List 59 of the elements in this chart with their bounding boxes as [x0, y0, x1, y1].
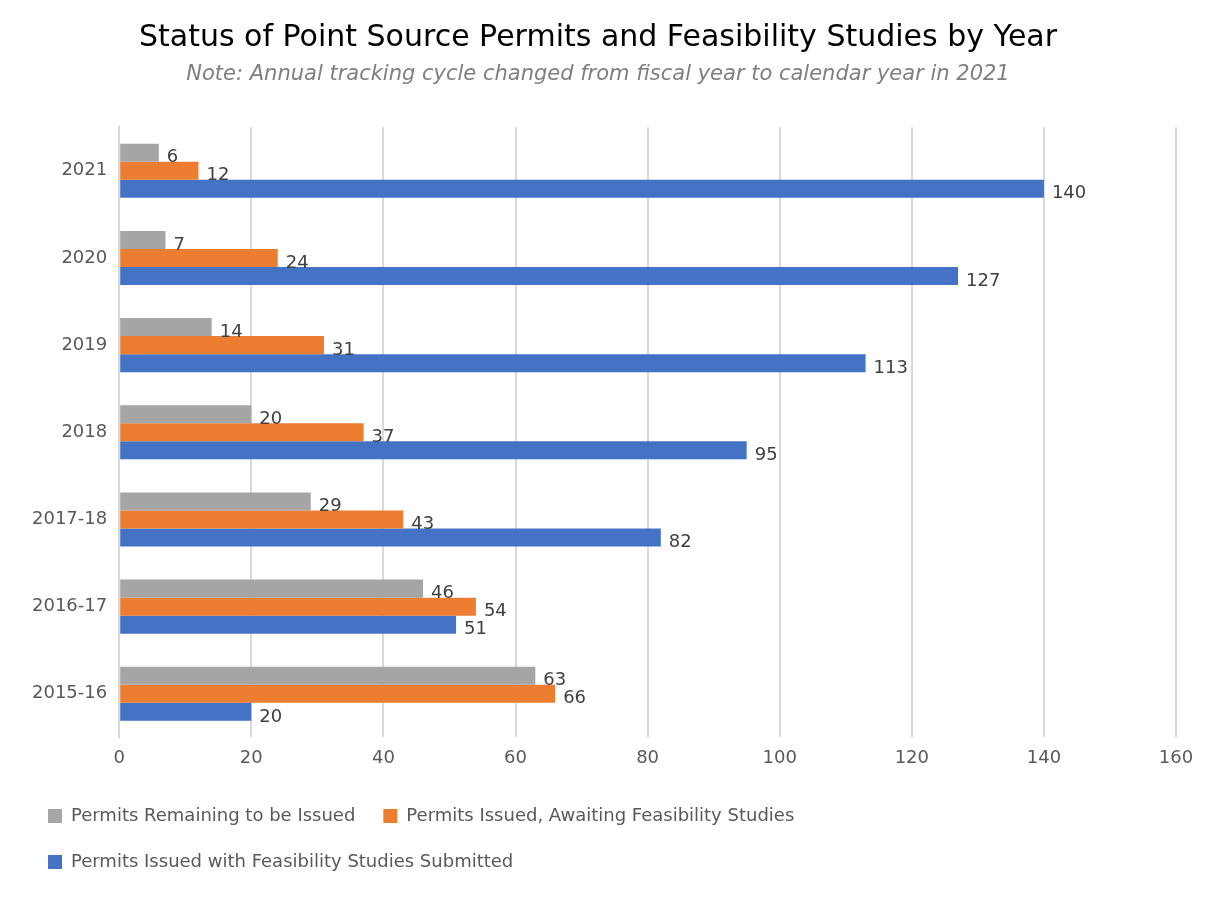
- y-tick-label: 2016-17: [31, 594, 108, 616]
- x-tick-label: 120: [894, 745, 929, 767]
- bar: [120, 702, 252, 721]
- data-label: 24: [285, 250, 309, 272]
- x-tick-label: 80: [636, 745, 660, 767]
- bar: [120, 684, 556, 703]
- data-label: 43: [411, 512, 435, 534]
- data-label: 7: [173, 232, 185, 254]
- bar: [120, 615, 457, 634]
- x-tick-label: 160: [1158, 745, 1194, 767]
- legend-label: Permits Remaining to be Issued: [71, 803, 356, 825]
- data-label: 113: [873, 355, 908, 377]
- data-label: 29: [318, 494, 342, 516]
- bar: [120, 318, 212, 337]
- x-tick-label: 100: [762, 745, 797, 767]
- data-label: 127: [966, 268, 1001, 290]
- x-tick-label: 140: [1026, 745, 1062, 767]
- bar: [120, 266, 959, 285]
- bar: [120, 492, 311, 511]
- data-label: 82: [668, 530, 692, 552]
- y-tick-label: 2018: [61, 419, 108, 441]
- data-label: 37: [371, 424, 395, 446]
- bar: [120, 666, 536, 685]
- bar: [120, 441, 747, 460]
- bar: [120, 510, 404, 529]
- y-tick-label: 2017-18: [31, 507, 108, 529]
- data-label: 20: [259, 406, 283, 428]
- data-label: 6: [166, 145, 179, 167]
- legend-label: Permits Issued, Awaiting Feasibility Studies: [406, 803, 795, 825]
- bar: [120, 579, 424, 598]
- y-tick-label: 2021: [61, 158, 108, 180]
- y-tick-label: 2015-16: [31, 681, 108, 703]
- bar: [120, 336, 324, 355]
- bar: [120, 354, 866, 373]
- bar: [120, 597, 476, 616]
- x-tick-label: 20: [239, 745, 263, 767]
- data-label: 20: [259, 704, 283, 726]
- bar: [120, 143, 159, 162]
- data-label: 46: [431, 581, 454, 603]
- data-label: 95: [754, 442, 778, 464]
- data-label: 140: [1051, 181, 1087, 203]
- data-label: 12: [206, 163, 230, 185]
- data-label: 31: [331, 337, 355, 359]
- x-tick-label: 40: [371, 745, 395, 767]
- chart-subtitle: Note: Annual tracking cycle changed from fiscal year to calendar year in 2021: [186, 61, 1010, 86]
- bar: [120, 528, 661, 547]
- y-tick-label: 2020: [61, 245, 108, 267]
- bar: [120, 405, 252, 424]
- bar: [120, 230, 166, 249]
- data-label: 14: [219, 319, 243, 341]
- bar: [120, 161, 199, 180]
- bar: [120, 248, 278, 267]
- bar: [120, 423, 364, 442]
- x-tick-label: 0: [113, 745, 125, 767]
- y-tick-label: 2019: [61, 332, 108, 354]
- bar: [120, 179, 1044, 198]
- x-tick-label: 60: [504, 745, 527, 767]
- chart-title: Status of Point Source Permits and Feasibility Studies by Year: [138, 17, 1058, 53]
- legend-label: Permits Issued with Feasibility Studies Submitted: [71, 849, 514, 871]
